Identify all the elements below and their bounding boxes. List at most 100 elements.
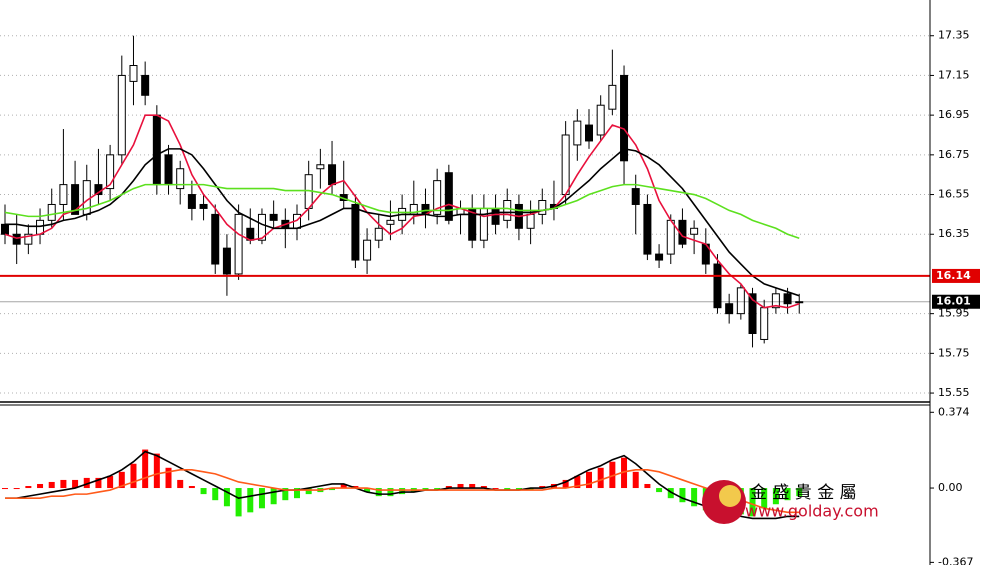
candle-body: [760, 307, 769, 340]
candle-body: [199, 203, 208, 209]
y-tick-label: 17.35: [938, 29, 970, 42]
macd-bar: [772, 488, 779, 505]
candle-body: [526, 213, 535, 229]
y-tick-label: -0.367: [938, 555, 973, 565]
macd-bar: [656, 488, 663, 493]
macd-bar: [387, 488, 394, 497]
candle-body: [573, 120, 582, 146]
macd-bar: [188, 486, 195, 489]
macd-bar: [562, 479, 569, 489]
macd-bar: [340, 483, 347, 489]
candle-body: [257, 213, 266, 241]
candle-body: [795, 301, 804, 304]
macd-bar: [2, 488, 8, 490]
macd-bar: [609, 461, 616, 489]
candle-body: [24, 233, 33, 245]
macd-bar: [83, 477, 90, 489]
macd-bar: [621, 457, 628, 489]
macd-bar: [457, 483, 464, 489]
candle-body: [736, 287, 745, 315]
candle-body: [666, 219, 675, 255]
macd-bar: [480, 486, 487, 489]
macd-bar: [574, 475, 581, 489]
macd-bar: [294, 488, 300, 499]
macd-bar: [48, 481, 55, 489]
price-label-box: [932, 294, 980, 309]
line: [5, 148, 800, 297]
macd-bar: [95, 477, 102, 489]
candle-body: [433, 180, 442, 215]
candle-body: [59, 184, 68, 205]
price-label: 16.14: [936, 269, 971, 282]
macd-bar: [375, 488, 382, 497]
macd-bar: [597, 467, 604, 489]
candle-body: [690, 227, 699, 235]
macd-bar: [37, 483, 44, 489]
macd-bar: [632, 471, 639, 489]
candle-body: [269, 213, 278, 221]
candle-body: [783, 293, 792, 305]
macd-bar: [527, 488, 534, 491]
candle-body: [713, 263, 722, 309]
y-tick-label: 15.55: [938, 386, 970, 399]
macd-bar: [399, 488, 406, 495]
macd-bar: [422, 488, 429, 491]
macd-bar: [153, 453, 160, 489]
y-tick-label: 16.75: [938, 148, 970, 161]
macd-bar: [235, 488, 242, 517]
macd-bar: [679, 488, 686, 503]
y-tick-label: 17.15: [938, 68, 970, 81]
macd-bar: [515, 488, 522, 491]
watermark: 金 盛 貴 金 屬 www.golday.com: [702, 480, 879, 524]
macd-bar: [13, 488, 20, 490]
candle-body: [117, 74, 126, 156]
y-tick-label: 0.00: [938, 481, 963, 494]
macd-bar: [445, 486, 452, 489]
macd-bar: [177, 479, 184, 489]
macd-bar: [25, 486, 32, 489]
candle-body: [561, 134, 570, 196]
macd-bar: [305, 488, 312, 495]
y-tick-label: 15.75: [938, 346, 970, 359]
candle-body: [187, 194, 196, 209]
candle-body: [631, 188, 640, 205]
watermark-url: www.golday.com: [745, 502, 879, 521]
candle-body: [771, 293, 780, 309]
watermark-name: 金 盛 貴 金 屬: [750, 483, 857, 503]
macd-bar: [492, 488, 499, 490]
candle-body: [643, 203, 652, 255]
macd-bar: [761, 488, 768, 509]
macd-bar: [667, 488, 674, 499]
line: [5, 450, 800, 520]
candle-body: [211, 213, 220, 265]
candle-body: [608, 84, 617, 110]
macd-bar: [118, 471, 125, 489]
candle-body: [596, 104, 605, 136]
candle-body: [222, 247, 231, 275]
y-tick-label: 16.95: [938, 108, 970, 121]
candle-body: [655, 253, 664, 261]
macd-bar: [364, 488, 371, 493]
logo-inner: [719, 485, 741, 507]
candle-body: [363, 239, 372, 261]
price-label-box: [932, 268, 980, 283]
macd-bar: [434, 488, 441, 491]
macd-bar: [644, 483, 651, 489]
candle-body: [152, 114, 161, 186]
candle-body: [328, 164, 337, 186]
candle-body: [620, 74, 629, 162]
macd-bar: [749, 488, 756, 517]
macd-bar: [691, 488, 698, 507]
candle-body: [129, 65, 138, 82]
candle-body: [748, 293, 757, 335]
macd-bar: [270, 488, 277, 505]
y-tick-label: 16.35: [938, 227, 970, 240]
y-tick-label: 15.95: [938, 307, 970, 320]
candle-body: [444, 172, 453, 221]
line: [4, 183, 800, 239]
candle-body: [491, 207, 500, 225]
macd-bar: [586, 471, 592, 489]
macd-bar: [469, 483, 476, 489]
candle-body: [585, 124, 593, 142]
